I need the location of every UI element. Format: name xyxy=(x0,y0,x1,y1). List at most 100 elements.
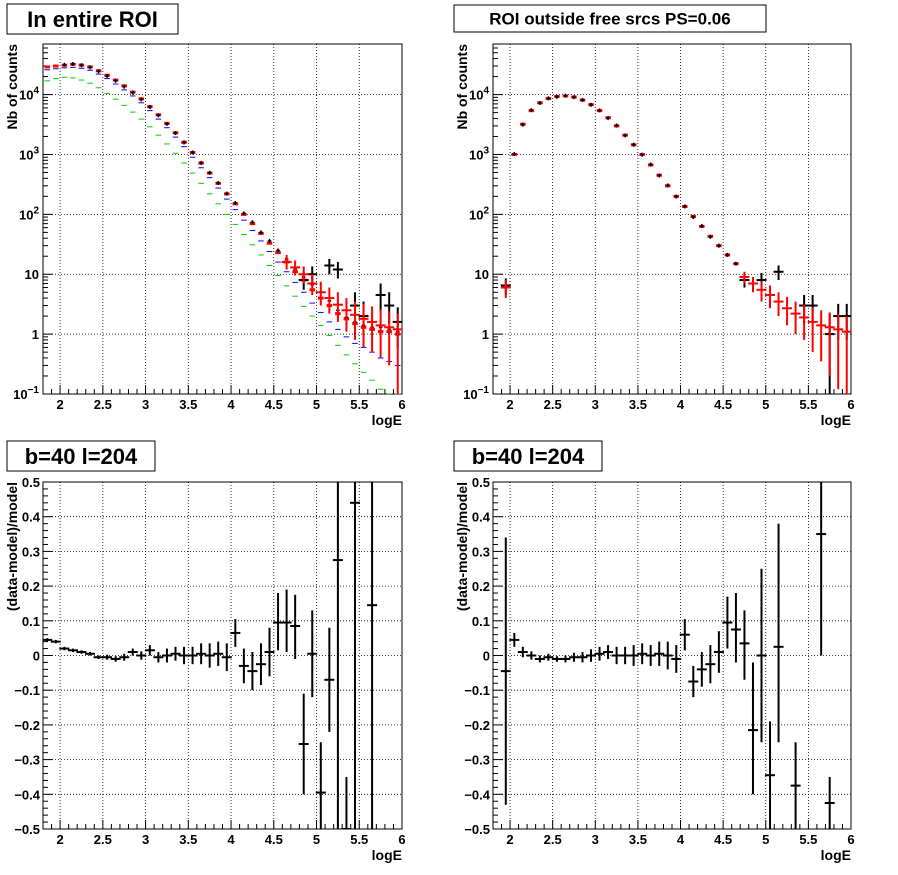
plot-area xyxy=(500,482,835,829)
y-tick-label: −0.5 xyxy=(464,822,490,837)
model-band xyxy=(266,241,273,245)
y-tick-base: 10 xyxy=(19,88,33,103)
x-tick-label: 2 xyxy=(56,397,63,412)
y-tick-label: 104 xyxy=(469,86,489,103)
y-tick-label: 0.1 xyxy=(22,614,40,629)
y-tick-label: 0.2 xyxy=(22,579,40,594)
panel-3: 2 2.5 3 3.5 4 4.5 5 5.5 6 −0.5 −0.4 −0.3 −0.2 −0.1 0 0.… xyxy=(4,440,406,863)
y-tick-label: −0.1 xyxy=(14,683,40,698)
y-tick-label: 103 xyxy=(469,145,489,162)
panel-2: 2 2.5 3 3.5 4 4.5 5 5.5 610−1110102103104logENb … xyxy=(453,4,855,428)
x-tick-label: 4 xyxy=(227,397,235,412)
x-tick-label: 3 xyxy=(592,397,599,412)
y-tick-label: 0.5 xyxy=(472,475,490,490)
x-tick-label: 5.5 xyxy=(350,832,368,847)
y-tick-exponent: 4 xyxy=(483,86,489,97)
x-tick-label: 6 xyxy=(398,397,405,412)
y-tick-label: 0.2 xyxy=(472,579,490,594)
y-tick-label: −0.4 xyxy=(14,787,40,802)
y-tick-base: 10 xyxy=(19,147,33,162)
x-tick-label: 2.5 xyxy=(544,397,562,412)
x-tick-label: 2.5 xyxy=(544,832,562,847)
y-tick-label: 0 xyxy=(33,649,40,664)
series-green-step xyxy=(44,76,401,394)
x-tick-label: 2 xyxy=(506,832,513,847)
y-tick-exponent: 3 xyxy=(483,145,489,156)
x-axis-label: logE xyxy=(372,412,402,428)
panel-title: b=40 l=204 xyxy=(25,444,138,469)
panel-1: 2 2.5 3 3.5 4 4.5 5 5.5 610−1110102103104logENb … xyxy=(4,3,406,428)
x-tick-label: 4.5 xyxy=(714,397,732,412)
x-tick-label: 6 xyxy=(847,832,854,847)
y-tick-label: −0.3 xyxy=(14,753,40,768)
y-tick-label: −0.3 xyxy=(464,753,490,768)
plot-area xyxy=(500,93,851,394)
y-tick-base: 10 xyxy=(13,387,27,402)
model-band xyxy=(275,251,281,255)
y-tick-label: 0.5 xyxy=(22,475,40,490)
title-box xyxy=(453,4,767,33)
y-tick-label: 102 xyxy=(469,205,489,222)
x-tick-label: 5 xyxy=(313,832,320,847)
y-tick-label: −0.5 xyxy=(14,822,40,837)
x-tick-label: 3.5 xyxy=(179,397,197,412)
plot-area xyxy=(44,61,402,394)
title-box xyxy=(453,440,603,472)
y-tick-exponent: 4 xyxy=(33,86,39,97)
y-axis-label: (data-model)/model xyxy=(454,482,470,611)
series-black-errorbars xyxy=(43,482,378,829)
y-tick-label: 103 xyxy=(19,145,39,162)
title-box xyxy=(6,3,179,35)
y-tick-label: 10−1 xyxy=(463,385,489,402)
panel-title: b=40 l=204 xyxy=(472,444,585,469)
x-tick-label: 3.5 xyxy=(629,397,647,412)
x-tick-label: 3.5 xyxy=(179,832,197,847)
y-tick-exponent: −1 xyxy=(28,385,40,396)
y-tick-label: 0.4 xyxy=(472,510,491,525)
x-tick-label: 6 xyxy=(398,832,405,847)
panel-title: In entire ROI xyxy=(27,7,158,32)
x-tick-label: 3 xyxy=(142,397,149,412)
y-axis-label: Nb of counts xyxy=(454,44,470,130)
x-tick-label: 2 xyxy=(506,397,513,412)
y-tick-label: 0.3 xyxy=(22,544,40,559)
x-axis-label: logE xyxy=(821,847,851,863)
y-tick-label: 0.1 xyxy=(472,614,490,629)
y-tick-label: 102 xyxy=(19,205,39,222)
series-blue-step xyxy=(44,66,401,366)
x-tick-label: 2.5 xyxy=(94,832,112,847)
plot-frame xyxy=(492,43,852,395)
x-tick-label: 5 xyxy=(762,397,769,412)
y-tick-label: −0.4 xyxy=(464,787,490,802)
series-red-errorbars xyxy=(500,271,851,394)
y-tick-label: 10 xyxy=(475,267,489,282)
x-tick-label: 3 xyxy=(592,832,599,847)
series-black-errorbars xyxy=(500,482,835,829)
y-tick-label: −0.1 xyxy=(464,683,490,698)
x-tick-label: 3.5 xyxy=(629,832,647,847)
x-tick-label: 4.5 xyxy=(265,397,283,412)
x-axis-label: logE xyxy=(821,412,851,428)
y-axis-label: (data-model)/model xyxy=(4,482,20,611)
y-tick-label: −0.2 xyxy=(14,718,40,733)
y-tick-label: 104 xyxy=(19,86,39,103)
y-tick-label: 1 xyxy=(32,327,39,342)
y-tick-label: 0.4 xyxy=(22,510,41,525)
plot-frame xyxy=(42,481,403,830)
x-tick-label: 5.5 xyxy=(799,832,817,847)
x-tick-label: 4 xyxy=(227,832,235,847)
x-tick-label: 5.5 xyxy=(350,397,368,412)
x-tick-label: 4.5 xyxy=(265,832,283,847)
model-band xyxy=(44,65,51,69)
x-tick-label: 4 xyxy=(677,397,685,412)
y-tick-base: 10 xyxy=(19,207,33,222)
y-tick-base: 10 xyxy=(463,387,477,402)
title-box xyxy=(6,440,156,472)
y-axis-label: Nb of counts xyxy=(4,44,20,130)
series-black-points xyxy=(512,93,738,266)
y-tick-label: 1 xyxy=(482,327,489,342)
y-tick-exponent: 3 xyxy=(33,145,39,156)
x-tick-label: 5.5 xyxy=(799,397,817,412)
x-tick-label: 5 xyxy=(313,397,320,412)
